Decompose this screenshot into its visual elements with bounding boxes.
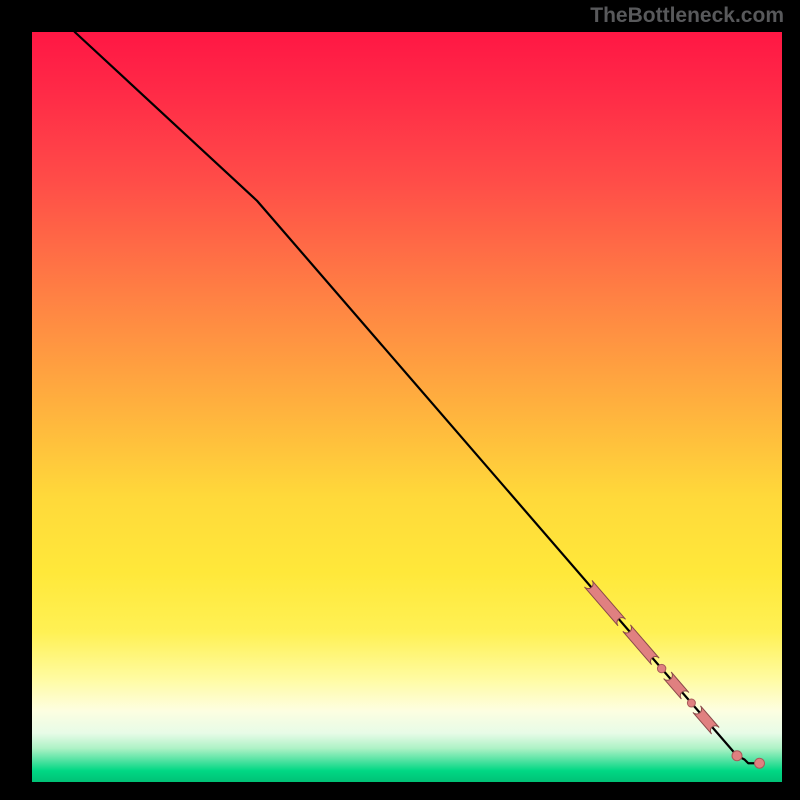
data-dot: [687, 699, 695, 707]
chart-svg: [0, 0, 800, 800]
gradient-plot-area: [32, 32, 782, 782]
curve-end-dot: [732, 751, 742, 761]
watermark-text: TheBottleneck.com: [590, 4, 784, 28]
data-dot: [657, 664, 665, 672]
chart-container: TheBottleneck.com: [0, 0, 800, 800]
curve-end-dot: [755, 758, 765, 768]
